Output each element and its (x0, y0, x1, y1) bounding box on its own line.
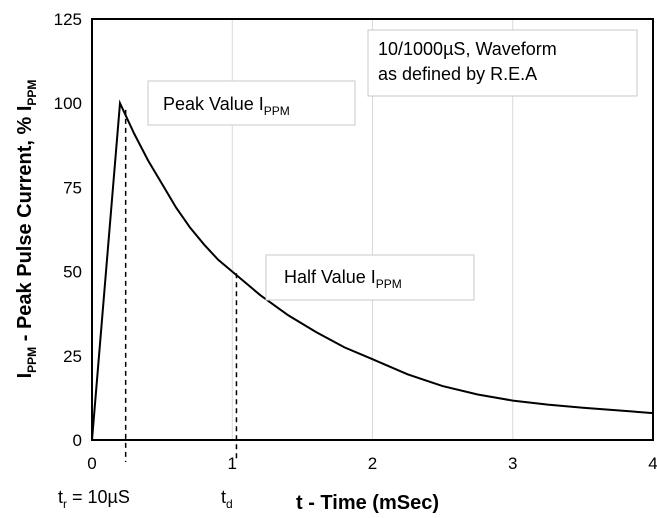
plot-border (91, 18, 654, 441)
reference-lines (124, 109, 238, 462)
x-tick-label: 0 (87, 454, 96, 473)
half-value-sub: PPM (376, 277, 402, 291)
x-tick-labels: 0 1 2 3 4 (87, 454, 657, 473)
waveform-note-line2: as defined by R.E.A (378, 64, 537, 84)
rise-time-rest: = 10µS (67, 487, 130, 507)
y-tick-label: 100 (54, 94, 82, 113)
y-axis-title-rest: - Peak Pulse Current, % I (14, 106, 36, 347)
waveform-note: 10/1000µS, Waveform as defined by R.E.A (367, 29, 638, 97)
half-value-box (265, 254, 475, 301)
waveform-note-line1: 10/1000µS, Waveform (378, 39, 557, 59)
half-value-main: Half Value I (284, 267, 376, 287)
decay-time-main: t (221, 487, 226, 507)
y-axis-title-sub: PPM (25, 347, 39, 373)
y-tick-label: 25 (63, 347, 82, 366)
rise-time-main: t (58, 487, 63, 507)
peak-value-label: Peak Value IPPM (163, 94, 290, 118)
rise-time-label: tr = 10µS (58, 487, 130, 511)
y-tick-label: 125 (54, 10, 82, 29)
x-axis-title: t - Time (mSec) (296, 492, 439, 514)
y-axis-title-main: I (14, 373, 36, 379)
rise-time-sub: r (63, 497, 67, 511)
peak-value-main: Peak Value I (163, 94, 264, 114)
peak-value-sub: PPM (264, 104, 290, 118)
peak-value-box (147, 80, 356, 126)
half-value-annotation: Half Value IPPM (265, 254, 475, 301)
x-tick-label: 4 (648, 454, 657, 473)
decay-time-label: td (221, 487, 233, 511)
waveform-note-box (367, 29, 638, 97)
y-tick-labels: 0 25 50 75 100 125 (54, 10, 82, 450)
x-tick-label: 2 (368, 454, 377, 473)
x-tick-label: 1 (228, 454, 237, 473)
half-value-label: Half Value IPPM (284, 267, 402, 291)
peak-value-annotation: Peak Value IPPM (147, 80, 356, 126)
decay-time-sub: d (226, 497, 233, 511)
y-axis-title: IPPM - Peak Pulse Current, % IPPM (14, 80, 39, 379)
y-tick-label: 75 (63, 178, 82, 197)
x-tick-label: 3 (508, 454, 517, 473)
y-tick-label: 0 (73, 431, 82, 450)
y-tick-label: 50 (63, 263, 82, 282)
waveform-curve (91, 99, 654, 441)
y-axis-title-sub2: PPM (25, 80, 39, 106)
